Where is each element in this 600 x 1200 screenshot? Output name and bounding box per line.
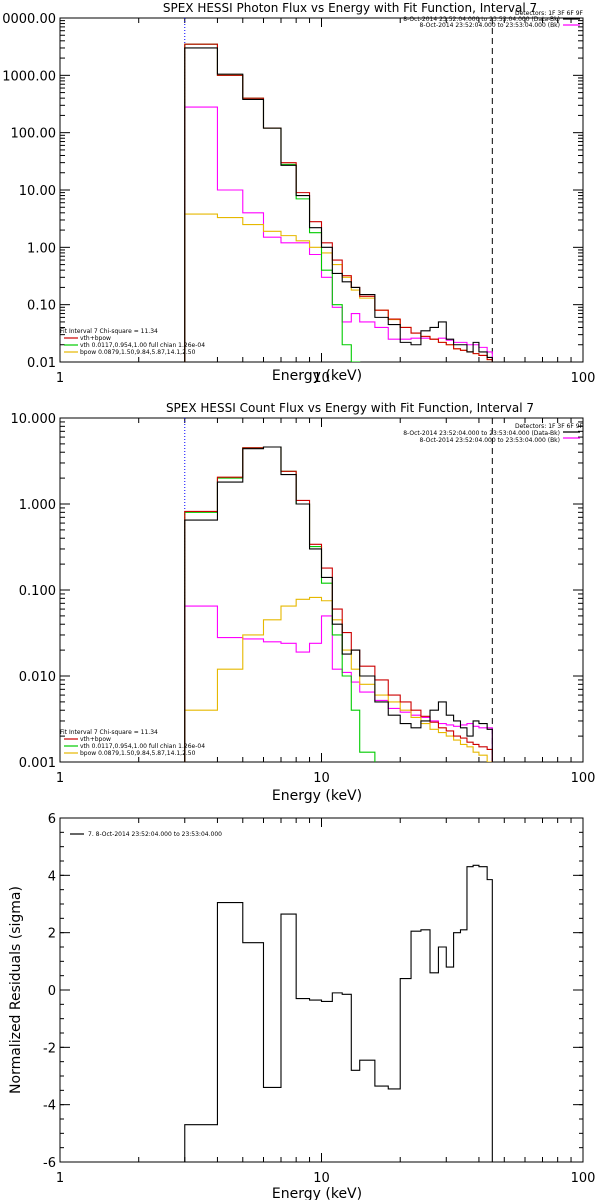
legend-vth-bpow-label: vth+bpow — [80, 335, 111, 342]
photon-flux-legend-right: Detectors: 1F 3F 6F 9F 8-Oct-2014 23:52:… — [403, 10, 583, 29]
x-tick-label: 100 — [571, 771, 596, 786]
legend-vth-label: vth 0.0117,0.954,1.00 full chian 1.26e-0… — [80, 743, 205, 750]
legend-vth-bpow-label: vth+bpow — [80, 736, 111, 743]
x-tick-label: 1 — [56, 371, 64, 386]
photon-flux-panel: SPEX HESSI Photon Flux vs Energy with Fi… — [2, 1, 596, 386]
y-tick-label: -2 — [43, 1041, 56, 1056]
y-tick-label: -6 — [43, 1156, 56, 1171]
series-line-4 — [184, 446, 493, 762]
y-tick-label: 4 — [48, 869, 56, 884]
plot-frame — [59, 17, 584, 363]
x-tick-label: 10 — [313, 1171, 330, 1186]
y-tick-label: 1000.00 — [2, 69, 56, 84]
y-tick-label: 0.01 — [27, 356, 56, 371]
y-tick-label: -4 — [43, 1099, 56, 1114]
count-flux-legend-right: Detectors: 1F 3F 6F 9F 8-Oct-2014 23:52:… — [403, 423, 583, 444]
y-tick-label: 1.00 — [27, 241, 56, 256]
series-line-0 — [184, 864, 493, 1162]
plot-frame — [59, 817, 584, 1163]
fit-interval-label: Fit Interval 7 Chi-square = 11.34 — [60, 729, 158, 736]
residuals-x-label: Energy (keV) — [272, 1186, 362, 1200]
y-tick-label: 0 — [48, 984, 56, 999]
y-tick-label: 100.00 — [11, 127, 57, 142]
y-tick-label: 10.000 — [11, 412, 57, 427]
count-flux-panel: SPEX HESSI Count Flux vs Energy with Fit… — [11, 401, 596, 804]
detectors-label: Detectors: 1F 3F 6F 9F — [515, 10, 584, 17]
detectors-label: Detectors: 1F 3F 6F 9F — [515, 423, 584, 430]
series-line-3 — [184, 43, 493, 362]
photon-flux-plot-area: 1 10 100 0.01 0.10 1.00 10.00 100.00 1000.00 0000… — [2, 12, 596, 386]
count-flux-plot-area: 1 10 100 0.001 0.010 0.100 1.000 10.000 — [11, 412, 596, 786]
y-tick-label: 0000.00 — [2, 12, 56, 27]
residuals-panel: 1 10 100 -6 -4 -2 0 2 4 6 Energy (keV) Normalized… — [8, 812, 595, 1200]
y-tick-label: 0.100 — [19, 584, 56, 599]
x-tick-label: 100 — [571, 371, 596, 386]
series-line-0 — [184, 605, 493, 762]
legend-vth-label: vth 0.0117,0.954,1.00 full chian 1.26e-0… — [80, 342, 205, 349]
x-tick-label: 1 — [56, 771, 64, 786]
count-flux-x-label: Energy (keV) — [272, 788, 362, 804]
series-line-0 — [184, 106, 493, 362]
x-tick-label: 100 — [571, 1171, 596, 1186]
y-tick-label: 2 — [48, 927, 56, 942]
legend-bk-label: 8-Oct-2014 23:52:04.000 to 23:53:04.000 … — [420, 437, 561, 444]
fit-interval-label: Fit Interval 7 Chi-square = 11.34 — [60, 328, 158, 335]
photon-flux-legend-left: Fit Interval 7 Chi-square = 11.34 vth+bp… — [60, 328, 205, 356]
x-tick-label: 10 — [313, 371, 330, 386]
y-tick-label: 0.010 — [19, 670, 56, 685]
x-tick-label: 10 — [313, 771, 330, 786]
legend-bk-label: 8-Oct-2014 23:52:04.000 to 23:53:04.000 … — [420, 22, 561, 29]
y-tick-label: 6 — [48, 812, 56, 827]
y-tick-label: 10.00 — [19, 184, 56, 199]
residuals-plot-area: 1 10 100 -6 -4 -2 0 2 4 6 — [43, 812, 595, 1186]
x-tick-label: 1 — [56, 1171, 64, 1186]
legend-data-bk-label: 8-Oct-2014 23:52:04.000 to 23:53:04.000 … — [403, 430, 560, 437]
photon-flux-title: SPEX HESSI Photon Flux vs Energy with Fi… — [163, 1, 537, 15]
plot-frame — [59, 417, 584, 763]
y-tick-label: 0.001 — [19, 756, 56, 771]
series-line-4 — [184, 47, 493, 362]
legend-bpow-label: bpow 0.0879,1.50,9.84,5.87,14.1,2.50 — [80, 349, 196, 356]
photon-flux-x-label: Energy (keV) — [272, 368, 362, 384]
count-flux-title: SPEX HESSI Count Flux vs Energy with Fit… — [166, 401, 534, 415]
series-line-1 — [184, 596, 493, 762]
count-flux-legend-left: Fit Interval 7 Chi-square = 11.34 vth+bp… — [60, 729, 205, 757]
residuals-legend: 7. 8-Oct-2014 23:52:04.000 to 23:53:04.0… — [88, 831, 222, 838]
residuals-y-label: Normalized Residuals (sigma) — [8, 886, 24, 1094]
y-tick-label: 1.000 — [19, 498, 56, 513]
legend-interval-label: 7. 8-Oct-2014 23:52:04.000 to 23:53:04.0… — [88, 831, 222, 838]
y-tick-label: 0.10 — [27, 299, 56, 314]
legend-data-bk-label: 8-Oct-2014 23:52:04.000 to 23:53:04.000 … — [403, 16, 560, 23]
series-line-2 — [184, 446, 493, 762]
legend-bpow-label: bpow 0.0879,1.50,9.84,5.87,14.1,2.50 — [80, 750, 196, 757]
